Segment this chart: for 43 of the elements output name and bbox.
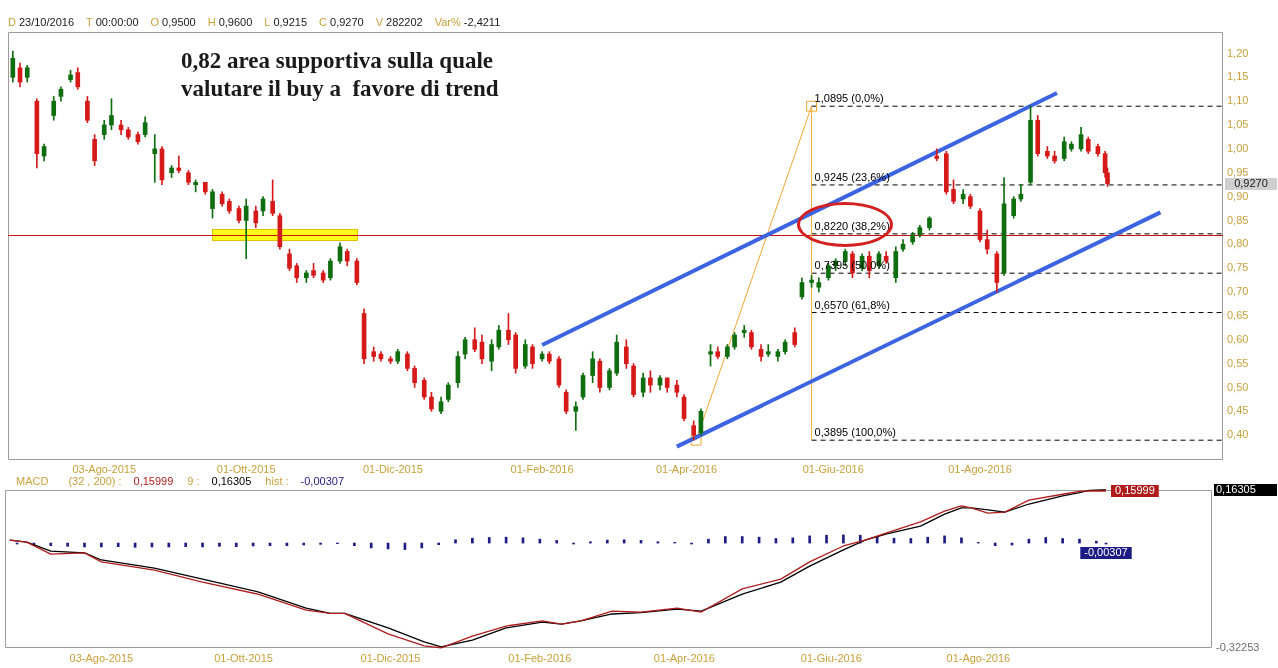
series-label: 0,6570 (61,8%) <box>814 298 890 311</box>
y-tick-label: 0,55 <box>1227 356 1249 369</box>
series-label: 0,8220 (38,2%) <box>814 219 890 232</box>
y-tick-label: 0,90 <box>1227 189 1249 202</box>
x-tick-label: 01-Apr-2016 <box>655 462 718 475</box>
data-label: 0,15999 <box>1114 484 1155 497</box>
y-tick-label: 1,20 <box>1227 46 1249 59</box>
text: 0,9270 <box>1234 176 1268 189</box>
y-tick-label: 0,85 <box>1227 213 1249 226</box>
y-tick-label: -0,32253 <box>1216 641 1260 654</box>
series-label: 0,3895 (100,0%) <box>814 426 896 439</box>
x-tick-label: 01-Apr-2016 <box>653 651 715 664</box>
annotation: 0,82 area supportiva sulla quale valutare il buy a favore di trend <box>181 48 499 101</box>
x-tick-label: 01-Dic-2015 <box>360 651 421 664</box>
x-tick-label: 01-Giu-2016 <box>800 651 862 664</box>
text: D 23/10/2016 T 00:00:00 O 0,9500 H 0,9600 L 0,9215 C 0,9270 V 282202 Var% -2,4211 <box>8 16 501 29</box>
y-tick-label: 0,16305 <box>1216 483 1256 496</box>
x-tick-label: 01-Giu-2016 <box>802 462 864 475</box>
y-tick-label: 1,15 <box>1227 70 1249 83</box>
y-tick-label: 1,10 <box>1227 94 1249 107</box>
y-tick-label: 1,00 <box>1227 141 1249 154</box>
y-tick-label: 1,05 <box>1227 118 1249 131</box>
y-tick-label: 0,40 <box>1227 428 1249 441</box>
x-tick-label: 03-Ago-2015 <box>69 651 134 664</box>
y-tick-label: 0,95 <box>1227 165 1249 178</box>
y-tick-label: 0,45 <box>1227 404 1249 417</box>
y-tick-label: 0,65 <box>1227 308 1249 321</box>
y-tick-label: 0,60 <box>1227 332 1249 345</box>
x-tick-label: 01-Dic-2015 <box>362 462 423 475</box>
series-label: 1,0895 (0,0%) <box>814 92 884 105</box>
x-tick-label: 01-Feb-2016 <box>508 651 572 664</box>
y-tick-label: 0,70 <box>1227 285 1249 298</box>
chart-title: MACD (32 , 200) : 0,15999 9 : 0,16305 hist : -0,00307 <box>16 475 344 488</box>
data-label: -0,00307 <box>1084 546 1128 559</box>
x-tick-label: 01-Ott-2015 <box>216 462 276 475</box>
y-tick-label: 0,80 <box>1227 237 1249 250</box>
x-tick-label: 01-Ago-2016 <box>948 462 1012 475</box>
x-tick-label: 03-Ago-2015 <box>72 462 137 475</box>
x-tick-label: 01-Ott-2015 <box>214 651 273 664</box>
x-tick-label: 01-Ago-2016 <box>946 651 1011 664</box>
y-tick-label: 0,50 <box>1227 380 1249 393</box>
x-tick-label: 01-Feb-2016 <box>510 462 574 475</box>
y-tick-label: 0,75 <box>1227 261 1249 274</box>
